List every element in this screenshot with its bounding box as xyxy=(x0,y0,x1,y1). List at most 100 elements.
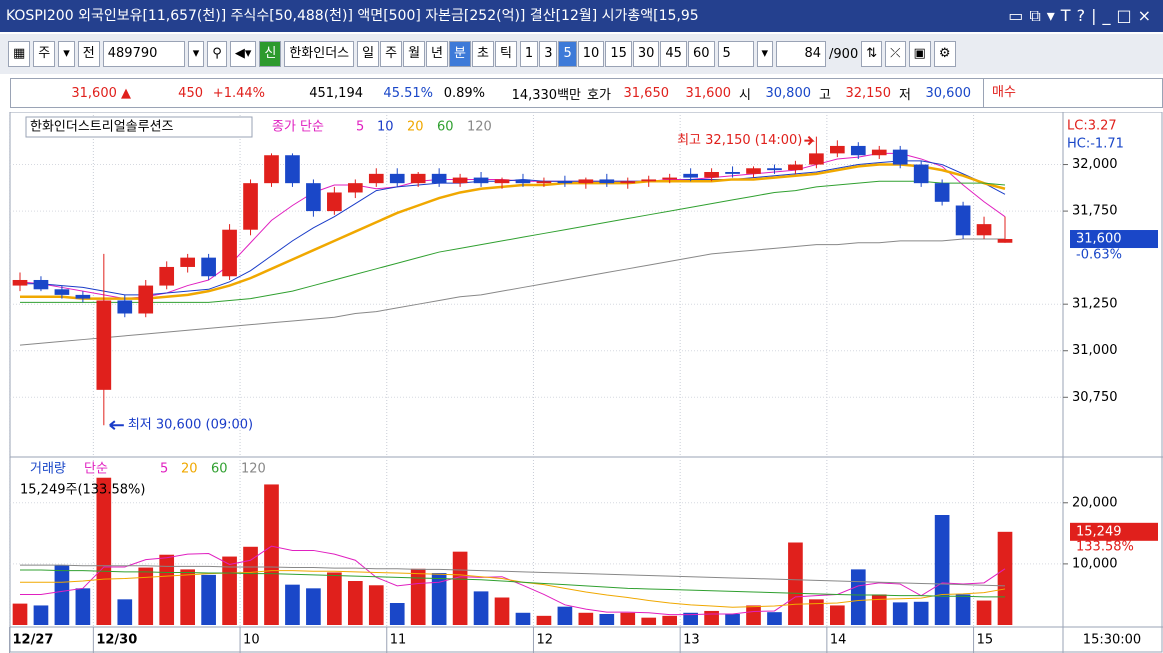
candle-body xyxy=(431,173,447,184)
x-tick-label: 13 xyxy=(683,633,700,648)
volume-bar xyxy=(830,605,845,625)
interval[interactable]: 5 xyxy=(717,41,754,67)
candle-body xyxy=(306,183,321,212)
code-input[interactable]: 489790 xyxy=(102,41,185,67)
ratio: 0.89% xyxy=(443,85,485,101)
ratio: 45.51% xyxy=(383,85,433,101)
period-button[interactable]: 초 xyxy=(471,41,494,67)
volume-bar xyxy=(683,612,698,625)
candle-body xyxy=(809,153,824,165)
minute-button[interactable]: 10 xyxy=(577,41,605,67)
legend-entry: 10 xyxy=(377,120,394,135)
candle-body xyxy=(180,257,195,267)
candle-body xyxy=(830,145,845,154)
legend-prefix: 종가 단순 xyxy=(272,120,324,135)
y-tick-label: 10,000 xyxy=(1072,556,1118,571)
ma-line xyxy=(20,569,1005,598)
speaker[interactable]: ◀▾ xyxy=(229,41,257,67)
volume: 451,194 xyxy=(309,85,363,101)
volume-bar xyxy=(306,588,321,625)
settings[interactable]: ⚙ xyxy=(933,41,956,67)
ma-line xyxy=(20,570,1006,608)
candle-body xyxy=(557,181,573,184)
menu-button[interactable]: ▦ xyxy=(8,41,31,67)
title-bar: KOSPI200 외국인보유[11,657(천)] 주식수[50,488(천)]… xyxy=(0,0,1163,32)
price: 31,600 ▲ xyxy=(71,85,131,101)
volume-bar xyxy=(264,484,279,625)
mode[interactable]: 전 xyxy=(77,41,100,67)
save[interactable]: ▣ xyxy=(908,41,931,67)
tool[interactable]: ⇅ xyxy=(861,41,883,67)
volume-bar xyxy=(201,574,216,625)
chart: 12/27 12/30 10 11 12 13 14 15 15:30:00 30,750 31,0… xyxy=(9,112,1163,653)
count-max: /900 xyxy=(829,46,859,62)
last-change: -0.63% xyxy=(1076,248,1122,263)
minute-buttons: 1 3 5 10 15 30 45 60 xyxy=(519,41,715,67)
period-button[interactable]: 일 xyxy=(357,41,380,67)
legend-prefix: 단순 xyxy=(84,462,108,477)
period-button[interactable]: 틱 xyxy=(494,41,517,67)
volume-bar xyxy=(767,612,782,625)
volume-bar xyxy=(285,584,300,625)
low-note: 최저 30,600 (09:00) xyxy=(128,418,253,433)
candle-body xyxy=(494,179,510,184)
legend-entry: 120 xyxy=(241,462,266,477)
ask: 31,650 xyxy=(623,85,670,101)
minute-button[interactable]: 60 xyxy=(687,41,715,67)
candle-body xyxy=(934,183,950,202)
tool[interactable]: ⤫ xyxy=(885,41,906,67)
period-button[interactable]: 분 xyxy=(449,41,471,67)
candle-body xyxy=(892,149,908,165)
candle-body xyxy=(746,168,761,174)
period-button[interactable]: 월 xyxy=(403,41,426,67)
window-title: KOSPI200 외국인보유[11,657(천)] 주식수[50,488(천)]… xyxy=(6,8,699,24)
label: 시 xyxy=(739,87,751,103)
minute-button[interactable]: 5 xyxy=(558,41,577,67)
candle-body xyxy=(75,294,91,299)
volume-bar xyxy=(452,551,468,625)
dropdown[interactable]: ▾ xyxy=(58,41,75,67)
legend-title: 한화인더스트리얼솔루션즈 xyxy=(30,120,174,135)
legend-box xyxy=(25,116,253,138)
candle-body xyxy=(767,168,782,171)
arrow xyxy=(109,420,124,430)
volume-bar xyxy=(620,612,636,625)
search[interactable]: ⚲ xyxy=(207,41,227,67)
candle-body xyxy=(976,224,992,236)
volume-bar xyxy=(997,531,1013,625)
volume-bar xyxy=(243,546,258,625)
last-price-box xyxy=(1070,230,1158,249)
window-controls[interactable]: ▭⧉▾T?|_□× xyxy=(1008,6,1157,25)
minute-button[interactable]: 15 xyxy=(605,41,632,67)
candle-body xyxy=(725,171,740,174)
stock-name[interactable]: 한화인더스 xyxy=(284,41,355,67)
volume-bar xyxy=(515,612,531,625)
ma-line xyxy=(20,160,1006,296)
volume-bar xyxy=(913,601,929,625)
volume-bar xyxy=(494,597,510,625)
volume-info: 15,249주(133.58%) xyxy=(20,483,145,498)
high: 32,150 xyxy=(845,85,892,101)
volume-bar xyxy=(222,556,237,625)
volume-bar xyxy=(96,477,112,625)
candle-body xyxy=(871,149,887,156)
candle-body xyxy=(515,179,531,184)
volume-bar xyxy=(75,588,91,625)
period-button[interactable]: 주 xyxy=(380,41,403,67)
candle-body xyxy=(201,257,216,277)
buy-button[interactable]: 매수 xyxy=(983,79,1024,107)
dropdown[interactable]: ▾ xyxy=(756,41,774,67)
minute-button[interactable]: 30 xyxy=(632,41,660,67)
minute-button[interactable]: 1 xyxy=(519,41,539,67)
count[interactable]: 84 xyxy=(776,41,827,67)
low: 30,600 xyxy=(925,85,972,101)
dropdown[interactable]: ▾ xyxy=(187,41,205,67)
market[interactable]: 주 xyxy=(33,41,56,67)
volume-bar xyxy=(431,573,447,625)
period-button[interactable]: 년 xyxy=(426,41,449,67)
ma-line xyxy=(20,545,1006,616)
volume-bar xyxy=(33,605,49,625)
minute-button[interactable]: 3 xyxy=(539,41,558,67)
last-volume: 15,249 xyxy=(1076,524,1122,539)
minute-button[interactable]: 45 xyxy=(660,41,687,67)
